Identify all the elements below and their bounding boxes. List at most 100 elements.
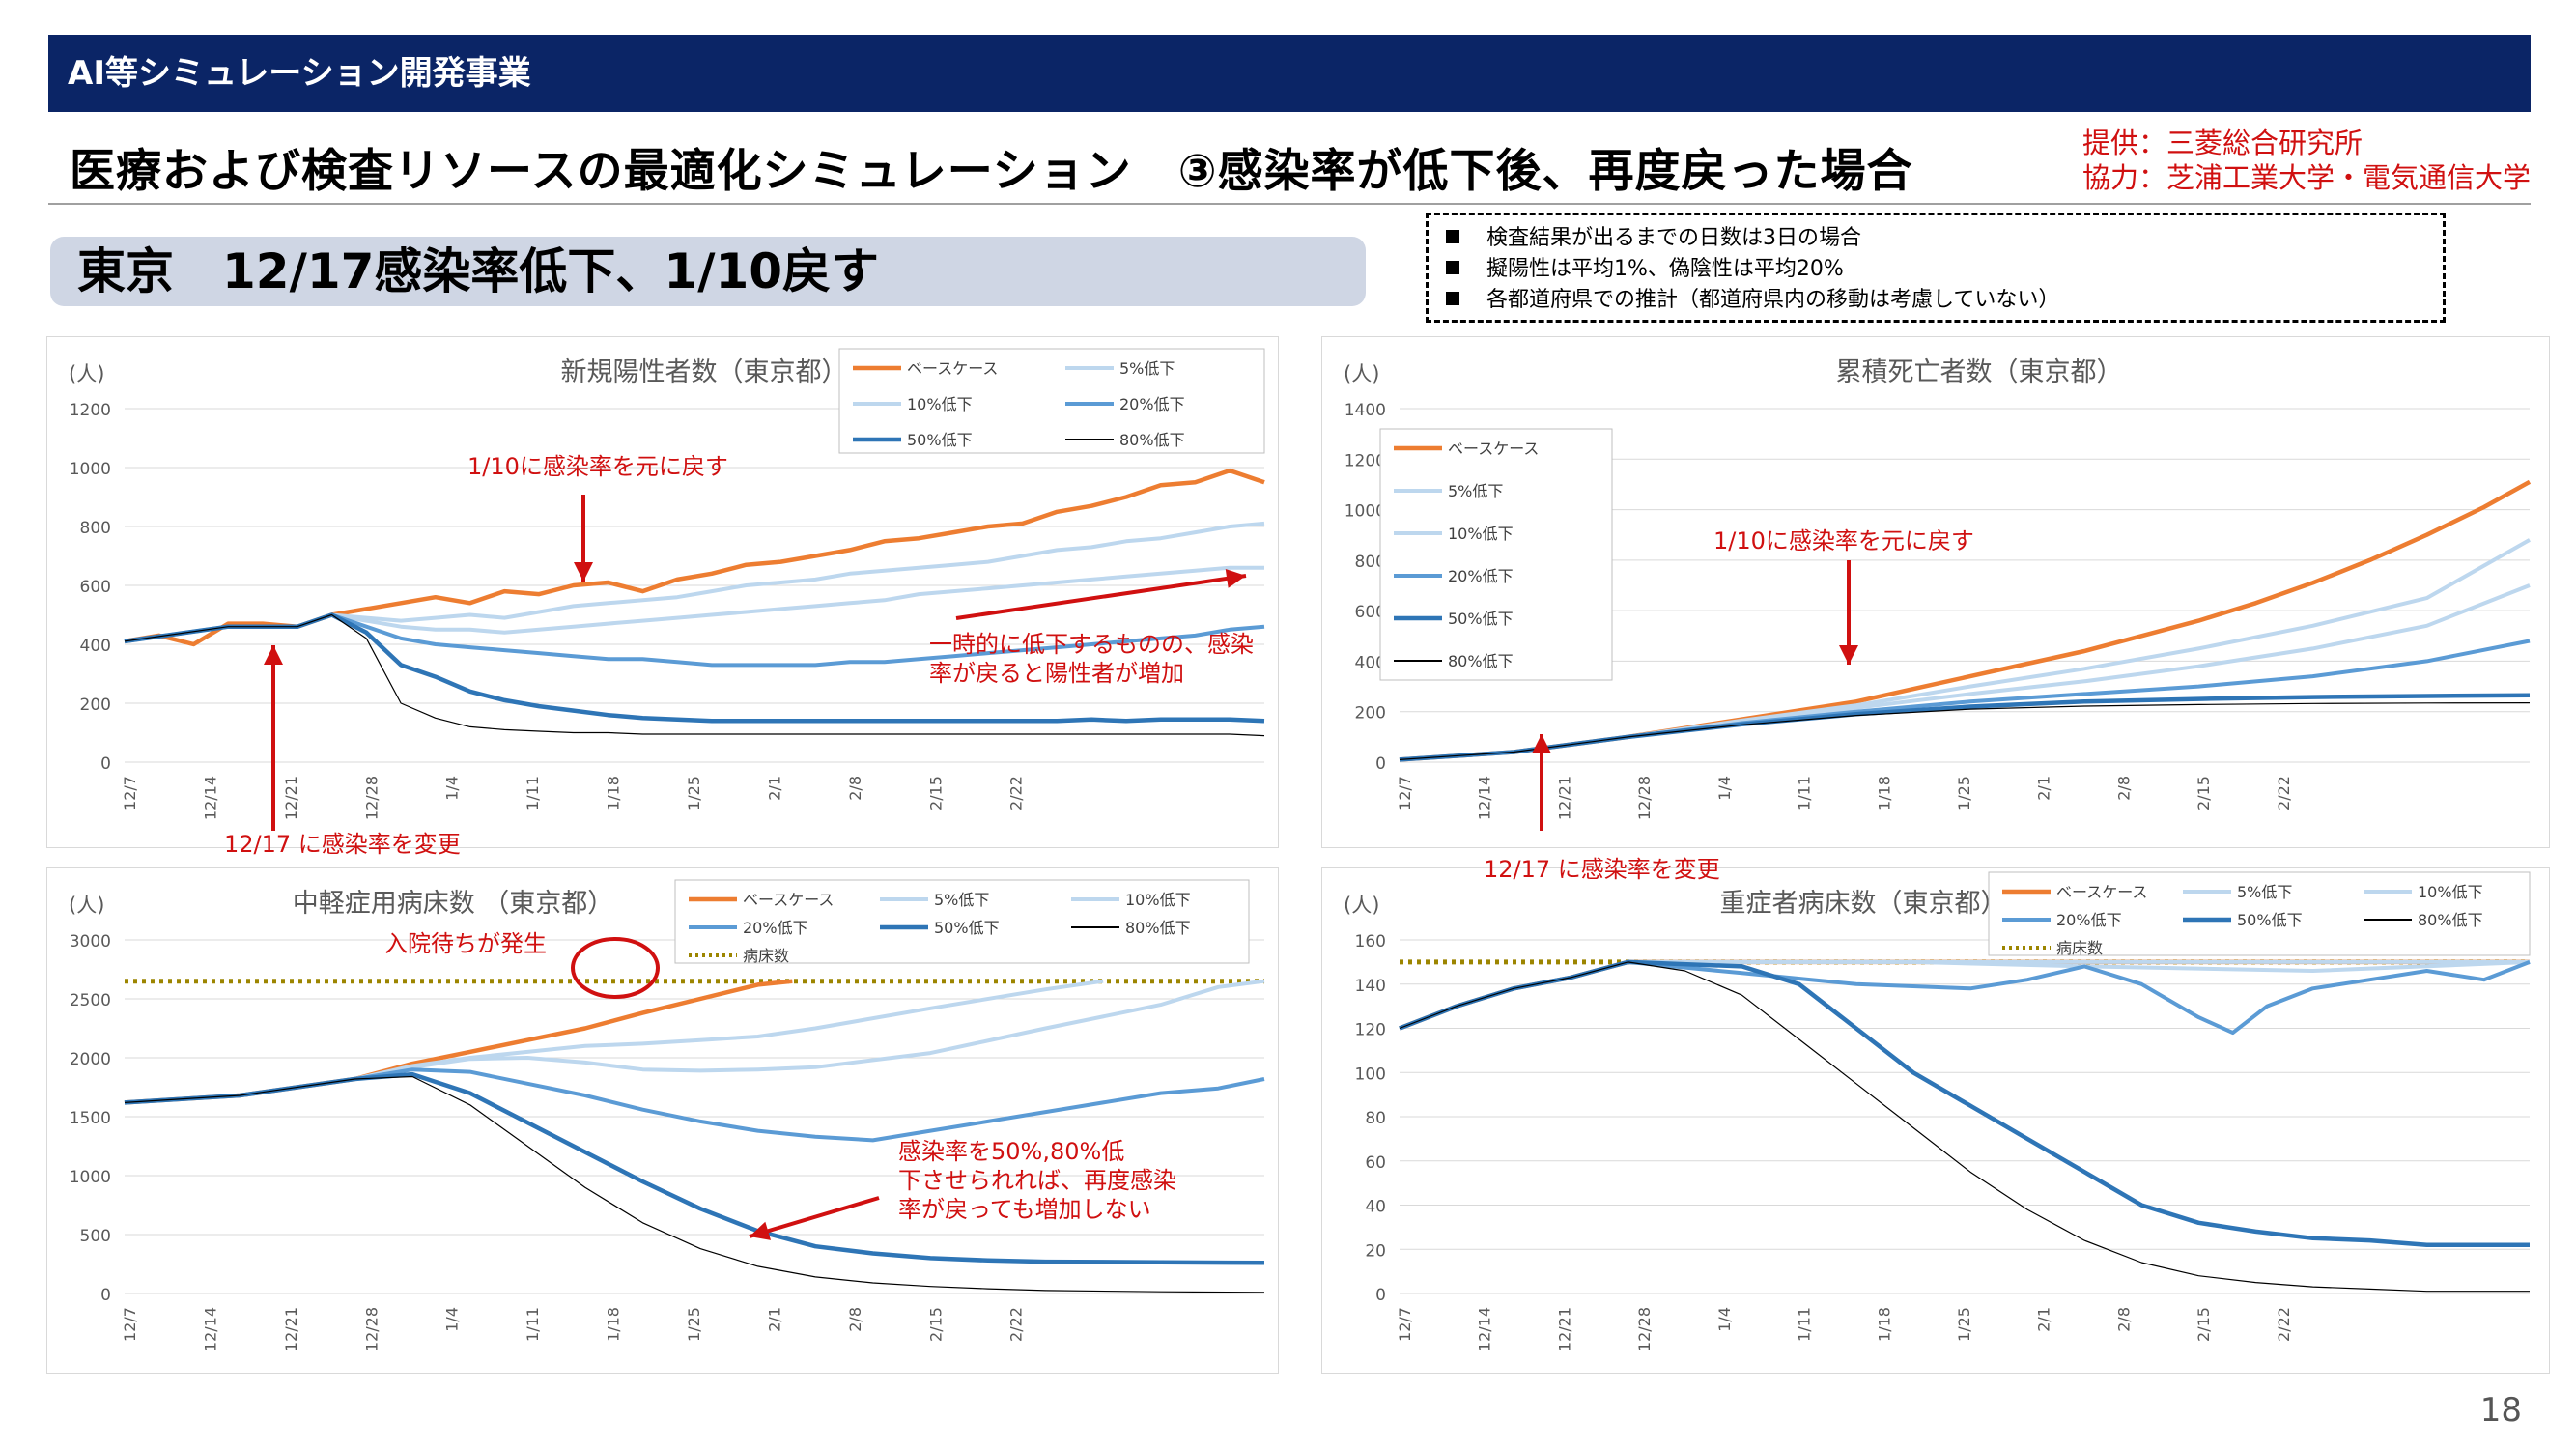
legend-label: 80%低下	[1119, 431, 1185, 449]
legend-label: 5%低下	[2237, 883, 2292, 901]
legend-label: 10%低下	[907, 395, 973, 413]
series-line-4	[124, 612, 1265, 724]
legend-label: ベースケース	[2056, 883, 2147, 901]
y-axis-unit: (人)	[1344, 894, 1379, 917]
y-tick-label: 0	[1375, 754, 1386, 774]
mild-beds-chart: 中軽症用病床数 （東京都） (人) 0 500 1000 1500 2000 2500 3000…	[69, 879, 1265, 1351]
x-tick-label: 2/15	[926, 1307, 945, 1342]
y-tick-label: 80	[1365, 1109, 1386, 1128]
bullet-square-icon	[1446, 292, 1459, 305]
cumulative-deaths-chart: 累積死亡者数（東京都） (人) 0 200 400 600 800 1000 1200 1400 1…	[1344, 357, 2532, 820]
legend-box	[1988, 871, 2531, 956]
y-tick-label: 400	[80, 637, 111, 656]
bullet-square-icon	[1446, 261, 1459, 274]
x-tick-label: 12/21	[282, 776, 300, 820]
legend-label: 50%低下	[907, 431, 973, 449]
series-line-4	[1399, 959, 2530, 1247]
x-tick-label: 1/18	[1875, 1307, 1893, 1342]
y-tick-label: 0	[1375, 1286, 1386, 1305]
x-tick-label: 2/15	[2194, 776, 2213, 810]
y-tick-label: 200	[80, 696, 111, 715]
y-tick-label: 0	[100, 754, 111, 774]
series-line-4	[1399, 693, 2531, 762]
series-line-5	[124, 1075, 1265, 1293]
x-tick-label: 1/11	[524, 776, 542, 810]
x-tick-label: 2/1	[765, 776, 783, 801]
x-tick-label: 2/15	[926, 776, 945, 810]
legend-label: ベースケース	[743, 891, 834, 909]
legend-label: 5%低下	[1119, 359, 1175, 378]
credit-provider: 提供：三菱総合研究所	[2082, 127, 2364, 159]
x-tick-label: 1/18	[605, 776, 623, 810]
legend-label: 病床数	[743, 947, 789, 965]
legend-label: 50%低下	[1448, 610, 1514, 628]
x-tick-label: 1/25	[1955, 1307, 1973, 1342]
legend-label: 20%低下	[743, 919, 808, 937]
y-tick-label: 400	[1355, 653, 1386, 672]
x-tick-label: 2/22	[1007, 776, 1026, 810]
chart-title: 中軽症用病床数 （東京都）	[293, 889, 614, 919]
y-tick-label: 600	[1355, 603, 1386, 622]
legend-label: 50%低下	[2237, 911, 2303, 929]
x-tick-label: 2/15	[2194, 1307, 2213, 1342]
legend-label: 20%低下	[1448, 567, 1514, 585]
x-tick-label: 1/25	[685, 1307, 703, 1342]
chart-title: 累積死亡者数（東京都）	[1836, 357, 2123, 387]
x-tick-label: 1/18	[1875, 776, 1893, 810]
chart-panel-cumulative-deaths: 累積死亡者数（東京都） (人) 0 200 400 600 800 1000 1200 1400 1…	[1321, 336, 2550, 848]
x-tick-label: 2/22	[2275, 776, 2293, 810]
series-line-5	[1399, 961, 2530, 1293]
series-line-1	[124, 521, 1265, 643]
x-tick-label: 12/21	[1555, 1307, 1573, 1351]
y-tick-label: 1000	[70, 460, 111, 479]
bullet-square-icon	[1446, 230, 1459, 243]
legend-box	[1379, 428, 1613, 681]
x-tick-label: 12/7	[121, 776, 139, 810]
y-axis-unit: (人)	[69, 894, 104, 917]
x-tick-label: 12/14	[1476, 1307, 1494, 1351]
x-tick-label: 2/1	[2035, 776, 2053, 801]
x-tick-label: 2/1	[2035, 1307, 2053, 1332]
series-line-3	[124, 612, 1265, 668]
x-tick-label: 1/4	[443, 1307, 462, 1332]
y-tick-label: 1200	[1345, 451, 1386, 470]
x-tick-label: 2/8	[846, 776, 864, 801]
x-tick-label: 1/18	[605, 1307, 623, 1342]
y-tick-label: 3000	[70, 932, 111, 952]
x-tick-label: 12/28	[1635, 1307, 1654, 1351]
chart-panel-severe-beds: 重症者病床数（東京都） (人) 0 20 40 60 80 100 120 140 160 12/7 1…	[1321, 867, 2550, 1374]
chart-title: 重症者病床数（東京都）	[1720, 889, 2007, 919]
title-divider	[48, 203, 2531, 205]
note-item: 擬陽性は平均1%、偽陰性は平均20%	[1446, 254, 2425, 285]
series-line-3	[1399, 959, 2531, 1036]
page-number: 18	[2479, 1391, 2522, 1430]
legend-box	[674, 879, 1250, 964]
y-tick-label: 1000	[70, 1168, 111, 1187]
y-tick-label: 1500	[70, 1109, 111, 1128]
y-tick-label: 160	[1355, 932, 1386, 952]
assumption-notes: 検査結果が出るまでの日数は3日の場合 擬陽性は平均1%、偽陰性は平均20% 各都…	[1426, 213, 2446, 323]
x-tick-label: 2/8	[846, 1307, 864, 1332]
y-tick-label: 2500	[70, 991, 111, 1010]
y-tick-label: 1000	[1345, 502, 1386, 522]
series-line-3	[124, 1067, 1265, 1143]
y-tick-label: 500	[80, 1227, 111, 1246]
legend-label: 20%低下	[1119, 395, 1185, 413]
series-line-1	[1399, 959, 2530, 1031]
legend-label: ベースケース	[907, 359, 998, 378]
note-item: 検査結果が出るまでの日数は3日の場合	[1446, 223, 2425, 254]
x-tick-label: 12/21	[282, 1307, 300, 1351]
x-tick-label: 12/14	[1476, 776, 1494, 820]
x-tick-label: 12/7	[121, 1307, 139, 1342]
note-item: 各都道府県での推計（都道府県内の移動は考慮していない）	[1446, 285, 2425, 316]
new-positive-chart: 新規陽性者数（東京都） (人) 0 200 400 600 800 1000 1200 12/7 1…	[69, 348, 1265, 820]
x-tick-label: 2/22	[2275, 1307, 2293, 1342]
legend-label: 50%低下	[934, 919, 1000, 937]
y-tick-label: 600	[80, 578, 111, 597]
legend-label: 10%低下	[1125, 891, 1191, 909]
series-line-1	[124, 979, 1104, 1105]
x-tick-label: 12/28	[362, 776, 381, 820]
legend-label: 20%低下	[2056, 911, 2122, 929]
y-tick-label: 120	[1355, 1021, 1386, 1040]
x-tick-label: 12/7	[1396, 1307, 1414, 1342]
